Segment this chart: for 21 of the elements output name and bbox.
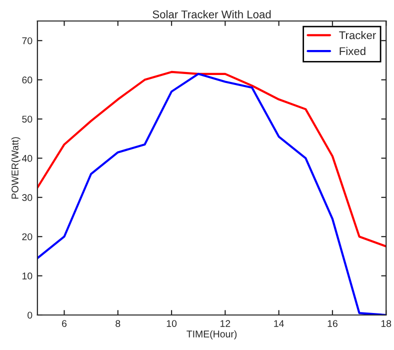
y-axis-title: POWER(Watt) — [11, 137, 20, 199]
legend-label: Tracker — [339, 31, 376, 40]
x-tick-label: 16 — [328, 320, 338, 327]
y-tick-label: 60 — [22, 76, 32, 84]
line-series — [37, 70, 386, 248]
x-tick-label: 10 — [166, 320, 177, 327]
x-tick-label: 6 — [62, 320, 67, 327]
y-tick-label: 10 — [22, 272, 32, 280]
x-tick-label: 14 — [274, 320, 284, 327]
legend-label: Fixed — [340, 46, 366, 56]
y-tick-label: 0 — [28, 312, 32, 319]
x-tick-label: 18 — [381, 320, 392, 327]
x-tick-label: 12 — [220, 320, 230, 327]
y-tick-label: 40 — [22, 154, 32, 162]
chart-title: Solar Tracker With Load — [152, 10, 271, 18]
y-tick-label: 30 — [22, 194, 32, 202]
y-tick-label: 20 — [22, 233, 32, 240]
y-tick-label: 50 — [22, 116, 32, 123]
x-axis-title: TIME(Hour) — [186, 330, 237, 340]
x-tick-label: 8 — [116, 320, 120, 327]
y-tick-label: 70 — [22, 37, 32, 44]
